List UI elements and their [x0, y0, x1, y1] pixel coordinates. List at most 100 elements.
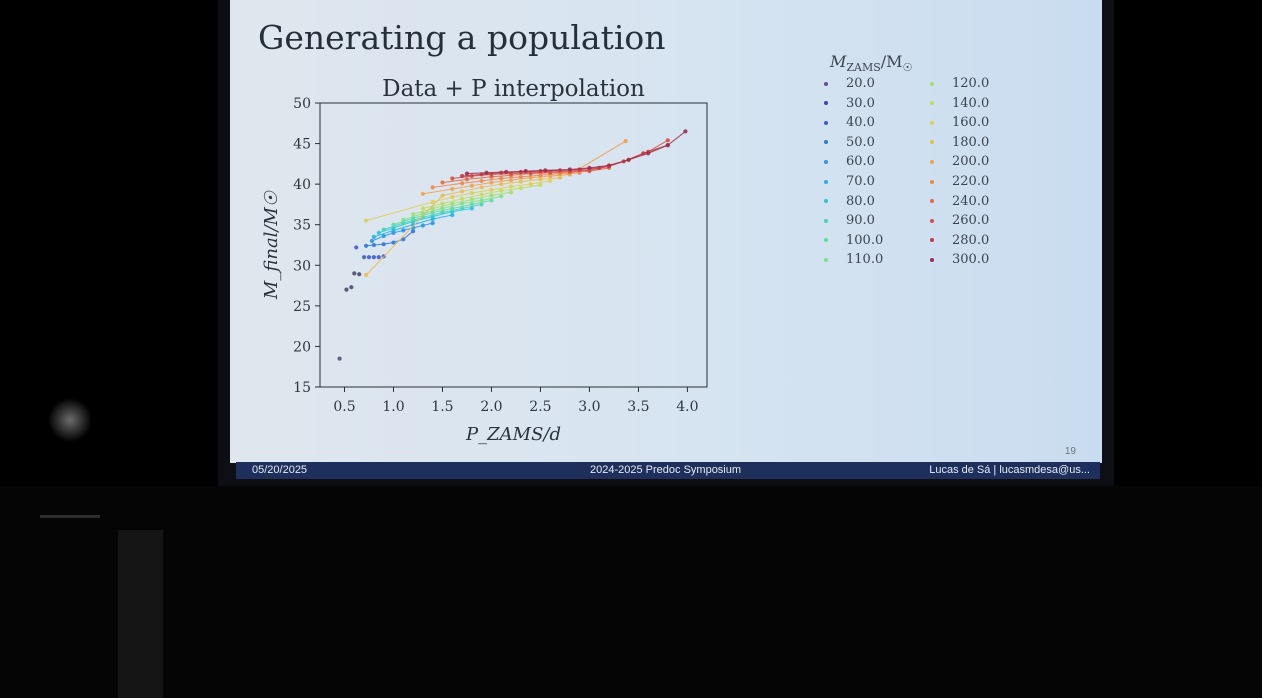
legend-entry: 120.0 — [930, 76, 989, 91]
legend-marker — [930, 238, 934, 243]
plot-frame — [319, 102, 708, 388]
data-point-140.0 — [440, 201, 445, 206]
data-point-30.0 — [357, 272, 362, 277]
legend-marker — [930, 257, 934, 262]
legend-label: 50.0 — [846, 134, 875, 150]
x-tick-label: 1.5 — [431, 399, 453, 415]
legend-entry: 240.0 — [930, 194, 989, 209]
data-point-90.0 — [381, 227, 386, 232]
data-point-200.0 — [508, 177, 514, 183]
y-tick-label: 35 — [293, 218, 311, 234]
data-point-110.0 — [459, 201, 465, 206]
x-tick-label: 4.0 — [676, 399, 698, 415]
data-point-140.0 — [538, 182, 543, 188]
x-tick-label: 3.0 — [578, 399, 600, 415]
data-point-160.0 — [430, 199, 435, 205]
data-point-300.0 — [587, 165, 592, 171]
data-point-100.0 — [391, 222, 396, 227]
legend-entry: 110.0 — [824, 252, 883, 267]
slide-title: Generating a population — [258, 18, 666, 57]
data-point-180.0 — [479, 185, 484, 190]
data-point-30.0 — [344, 287, 349, 292]
data-point-180.0 — [363, 272, 369, 278]
data-point-120.0 — [489, 193, 494, 198]
data-point-300.0 — [683, 129, 688, 134]
legend-marker — [930, 120, 934, 125]
legend-label: 160.0 — [952, 115, 990, 131]
data-point-120.0 — [450, 201, 455, 206]
legend-entry: 160.0 — [930, 115, 989, 130]
data-point-160.0 — [469, 190, 474, 196]
legend: MZAMS/M☉ 20.0 30.0 40.0 50.0 60.0 70.0 80.0 90.… — [794, 48, 1094, 278]
legend-label: 220.0 — [952, 174, 990, 189]
data-point-60.0 — [430, 220, 435, 226]
legend-marker — [930, 199, 934, 204]
legend-label: 180.0 — [952, 134, 990, 150]
data-point-50.0 — [401, 237, 406, 242]
data-point-300.0 — [543, 168, 548, 173]
data-point-180.0 — [518, 179, 523, 184]
data-point-140.0 — [518, 186, 523, 191]
data-point-100.0 — [450, 206, 455, 211]
data-point-90.0 — [440, 210, 445, 215]
legend-label: 90.0 — [846, 213, 875, 229]
data-point-160.0 — [548, 178, 553, 183]
data-point-140.0 — [459, 196, 465, 201]
podium-post — [118, 530, 163, 698]
legend-label: 80.0 — [846, 193, 875, 209]
footer-event: 2024-2025 Predoc Symposium — [590, 464, 742, 476]
audience-silhouette — [40, 395, 90, 445]
legend-title: MZAMS/M☉ — [830, 52, 912, 74]
data-point-200.0 — [469, 183, 474, 188]
legend-entry: 20.0 — [824, 76, 875, 91]
data-point-50.0 — [381, 242, 386, 247]
legend-entry: 90.0 — [824, 213, 875, 228]
data-point-220.0 — [459, 181, 465, 186]
data-point-20.0 — [337, 356, 342, 361]
series-line-160.0 — [365, 180, 551, 222]
x-tick-label: 2.0 — [480, 399, 502, 415]
legend-entry: 100.0 — [824, 233, 883, 248]
legend-marker — [930, 81, 934, 86]
y-tick-label: 15 — [293, 380, 311, 396]
data-point-60.0 — [420, 223, 425, 228]
data-point-30.0 — [349, 285, 354, 290]
legend-entry: 60.0 — [824, 154, 875, 169]
legend-marker — [930, 140, 934, 145]
y-tick-label: 45 — [293, 137, 311, 153]
data-point-40.0 — [361, 255, 367, 260]
data-point-60.0 — [381, 233, 386, 239]
legend-title-sub: ZAMS — [846, 61, 881, 75]
slide: Generating a population Data + P interpo… — [230, 0, 1102, 463]
series-line-90.0 — [383, 203, 482, 231]
legend-label: 280.0 — [952, 232, 990, 248]
legend-entry: 260.0 — [930, 213, 989, 228]
legend-entry: 280.0 — [930, 233, 989, 248]
legend-entry: 140.0 — [930, 96, 989, 111]
data-point-180.0 — [538, 177, 543, 182]
data-point-140.0 — [420, 206, 425, 211]
data-point-110.0 — [479, 198, 484, 203]
data-point-160.0 — [489, 187, 494, 192]
series-line-180.0 — [365, 177, 561, 276]
data-point-300.0 — [523, 169, 528, 174]
x-tick-label: 3.5 — [627, 399, 649, 415]
legend-entry: 80.0 — [824, 194, 875, 209]
data-point-110.0 — [401, 217, 406, 222]
data-point-160.0 — [528, 182, 533, 187]
data-point-240.0 — [464, 177, 470, 182]
footer-date: 05/20/2025 — [252, 464, 308, 476]
data-point-260.0 — [665, 138, 670, 143]
data-point-200.0 — [623, 139, 628, 144]
legend-marker — [824, 140, 828, 145]
legend-entry: 50.0 — [824, 135, 875, 150]
legend-entry: 30.0 — [824, 96, 875, 111]
data-point-300.0 — [665, 143, 670, 148]
data-point-300.0 — [567, 167, 572, 172]
legend-marker — [930, 218, 934, 223]
data-point-120.0 — [469, 197, 474, 202]
data-point-50.0 — [363, 243, 369, 248]
data-point-40.0 — [376, 255, 381, 260]
data-point-50.0 — [391, 240, 396, 245]
legend-marker — [824, 218, 828, 223]
